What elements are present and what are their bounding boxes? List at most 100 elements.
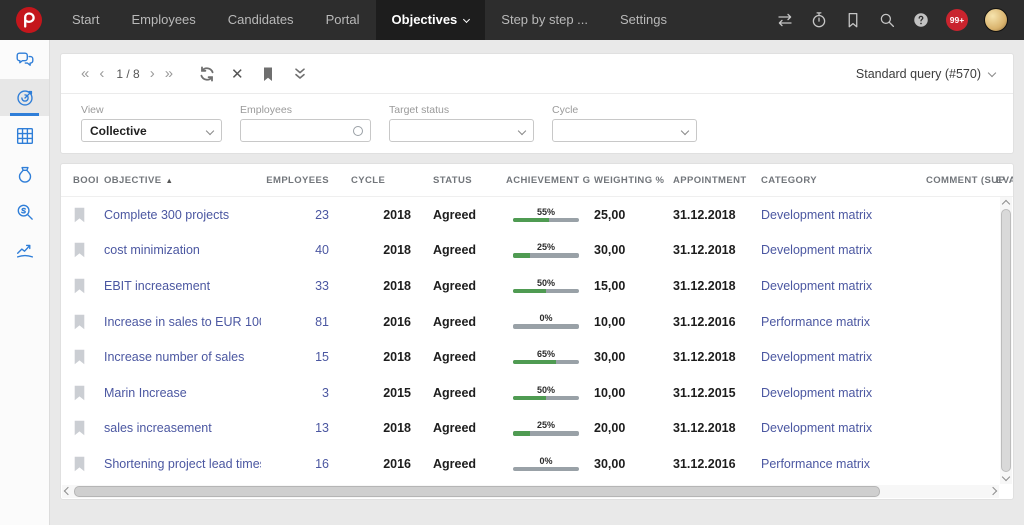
- col-employees[interactable]: EMPLOYEES: [266, 174, 329, 186]
- row-bookmark-icon[interactable]: [73, 278, 104, 294]
- app-logo-icon[interactable]: [16, 7, 42, 33]
- sidebar-item-statistics[interactable]: [0, 231, 49, 268]
- horizontal-scroll-thumb[interactable]: [74, 486, 880, 497]
- scroll-left-icon[interactable]: [63, 486, 73, 496]
- nav-settings[interactable]: Settings: [620, 12, 667, 27]
- messages-icon: [16, 51, 33, 66]
- nav-candidates[interactable]: Candidates: [227, 12, 294, 27]
- col-weighting[interactable]: WEIGHTING %: [594, 174, 665, 186]
- category-link[interactable]: Development matrix: [761, 421, 873, 436]
- bookmark-filled-icon[interactable]: [260, 66, 276, 82]
- employees-count-link[interactable]: 23: [315, 207, 329, 222]
- nav-start[interactable]: Start: [72, 12, 100, 27]
- cycle-select[interactable]: [552, 119, 697, 142]
- employees-count-cell: 33: [261, 279, 329, 293]
- scroll-down-icon[interactable]: [1001, 472, 1011, 482]
- nav-step-by-step[interactable]: Step by step ...: [501, 12, 589, 27]
- row-bookmark-icon[interactable]: [73, 314, 104, 330]
- double-chevron-down-icon[interactable]: [292, 66, 308, 82]
- category-link[interactable]: Performance matrix: [761, 456, 871, 471]
- objective-link[interactable]: cost minimization: [104, 243, 200, 258]
- employees-count-link[interactable]: 81: [315, 314, 329, 329]
- objective-link[interactable]: Complete 300 projects: [104, 207, 230, 222]
- cycle-cell: 2018: [383, 421, 411, 436]
- swap-arrows-icon[interactable]: [776, 11, 794, 29]
- status-cell: Agreed: [433, 278, 477, 293]
- table-body: Complete 300 projects 23 2018 Agreed 55%…: [61, 197, 1013, 482]
- sidebar-item-objectives[interactable]: [0, 79, 49, 116]
- cycle-cell: 2018: [383, 207, 411, 222]
- refresh-icon[interactable]: [199, 66, 215, 82]
- category-link[interactable]: Development matrix: [761, 350, 873, 365]
- sidebar-item-grid[interactable]: [0, 117, 49, 154]
- employees-count-link[interactable]: 15: [315, 350, 329, 365]
- appointment-cell: 31.12.2018: [673, 350, 736, 365]
- category-link[interactable]: Performance matrix: [761, 314, 871, 329]
- sidebar-item-messages[interactable]: [0, 41, 49, 78]
- employees-count-link[interactable]: 33: [315, 278, 329, 293]
- scroll-right-icon[interactable]: [988, 486, 998, 496]
- col-appointment[interactable]: APPOINTMENT: [673, 174, 747, 186]
- employees-input[interactable]: [240, 119, 371, 142]
- horizontal-scrollbar[interactable]: [62, 485, 999, 498]
- row-bookmark-icon[interactable]: [73, 420, 104, 436]
- col-cycle[interactable]: CYCLE: [351, 174, 386, 186]
- close-icon[interactable]: ✕: [231, 65, 244, 83]
- sidebar-item-salary-search[interactable]: [0, 193, 49, 230]
- filter-row: View Collective Employees Target status …: [61, 94, 1013, 142]
- user-avatar[interactable]: [984, 8, 1008, 32]
- sidebar-item-compensation[interactable]: [0, 155, 49, 192]
- category-link[interactable]: Development matrix: [761, 385, 873, 400]
- appointment-cell: 31.12.2016: [673, 456, 736, 471]
- objective-link[interactable]: Marin Increase: [104, 385, 187, 400]
- col-bookmark[interactable]: BOOI: [73, 174, 99, 186]
- col-comment[interactable]: COMMENT (SUP: [926, 174, 1006, 186]
- status-cell: Agreed: [433, 314, 477, 329]
- employees-count-link[interactable]: 16: [315, 456, 329, 471]
- notifications-badge[interactable]: 99+: [946, 9, 968, 31]
- row-bookmark-icon[interactable]: [73, 456, 104, 472]
- chevron-down-icon: [205, 126, 215, 136]
- vertical-scrollbar[interactable]: [1000, 197, 1012, 484]
- col-status[interactable]: STATUS: [433, 174, 472, 186]
- target-status-select[interactable]: [389, 119, 534, 142]
- category-link[interactable]: Development matrix: [761, 243, 873, 258]
- category-link[interactable]: Development matrix: [761, 207, 873, 222]
- next-page-button[interactable]: ›: [149, 65, 155, 82]
- help-icon[interactable]: [912, 11, 930, 29]
- col-evaluation[interactable]: EVA: [996, 174, 1013, 186]
- col-category[interactable]: CATEGORY: [761, 174, 817, 186]
- employees-count-link[interactable]: 3: [322, 385, 329, 400]
- last-page-button[interactable]: »: [164, 65, 174, 82]
- stopwatch-icon[interactable]: [810, 11, 828, 29]
- cycle-cell: 2015: [383, 385, 411, 400]
- row-bookmark-icon[interactable]: [73, 242, 104, 258]
- search-icon[interactable]: [878, 11, 896, 29]
- col-objective[interactable]: OBJECTIVE ▲: [104, 174, 174, 186]
- nav-portal[interactable]: Portal: [325, 12, 360, 27]
- bookmark-icon[interactable]: [844, 11, 862, 29]
- objective-link[interactable]: sales increasement: [104, 421, 212, 436]
- standard-query-dropdown[interactable]: Standard query (#570): [856, 67, 997, 81]
- employees-count-link[interactable]: 13: [315, 421, 329, 436]
- objective-link[interactable]: Increase in sales to EUR 100 n: [104, 314, 261, 329]
- row-bookmark-icon[interactable]: [73, 385, 104, 401]
- nav-employees[interactable]: Employees: [131, 12, 196, 27]
- row-bookmark-icon[interactable]: [73, 207, 104, 223]
- first-page-button[interactable]: «: [81, 65, 90, 82]
- nav-objectives[interactable]: Objectives: [375, 0, 486, 40]
- vertical-scroll-thumb[interactable]: [1001, 209, 1011, 472]
- objective-link[interactable]: Increase number of sales: [104, 350, 245, 365]
- row-bookmark-icon[interactable]: [73, 349, 104, 365]
- top-navigation: Start Employees Candidates Portal Object…: [0, 0, 1024, 40]
- view-select[interactable]: Collective: [81, 119, 222, 142]
- col-achievement[interactable]: ACHIEVEMENT G: [506, 174, 591, 186]
- prev-page-button[interactable]: ‹: [99, 65, 105, 82]
- employees-count-link[interactable]: 40: [315, 243, 329, 258]
- objective-link[interactable]: EBIT increasement: [104, 278, 211, 293]
- objective-link[interactable]: Shortening project lead times: [104, 456, 261, 471]
- category-link[interactable]: Development matrix: [761, 278, 873, 293]
- achievement-bar: 25%: [513, 421, 579, 436]
- scroll-up-icon[interactable]: [1001, 199, 1011, 209]
- objectives-target-icon: [16, 89, 33, 106]
